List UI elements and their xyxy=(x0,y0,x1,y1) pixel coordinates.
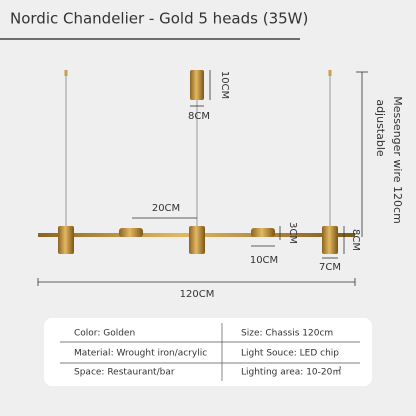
canopy xyxy=(190,70,204,100)
table-cell: Material: Wrought iron/acrylic xyxy=(74,349,207,359)
dim-label: 7CM xyxy=(319,262,341,273)
table-cell: Space: Restaurant/bar xyxy=(74,368,175,378)
dim-label: 120CM xyxy=(180,289,215,300)
spec-table xyxy=(44,318,372,386)
hook xyxy=(64,70,68,76)
dim-label: 10CM xyxy=(219,71,230,99)
table-cell: Lighting area: 10-20㎡ xyxy=(241,367,341,378)
dimension-lines xyxy=(37,70,368,286)
table-cell: Color: Golden xyxy=(74,329,135,339)
dim-label: 3CM xyxy=(287,222,298,244)
title: Nordic Chandelier - Gold 5 heads (35W) xyxy=(10,10,308,28)
table-cell: Light Souce: LED chip xyxy=(241,349,339,359)
table-lines xyxy=(60,323,360,381)
dim-label: 20CM xyxy=(152,203,180,214)
dim-label: 8CM xyxy=(188,111,210,122)
dim-label: Messenger wire 120cm xyxy=(391,96,404,224)
dim-label: adjustable xyxy=(374,99,387,157)
dim-label: 8CM xyxy=(350,229,361,251)
dim-label: 10CM xyxy=(250,255,278,266)
hook xyxy=(328,70,332,76)
table-cell: Size: Chassis 120cm xyxy=(241,329,333,339)
heads xyxy=(58,226,338,254)
wires xyxy=(65,74,331,226)
